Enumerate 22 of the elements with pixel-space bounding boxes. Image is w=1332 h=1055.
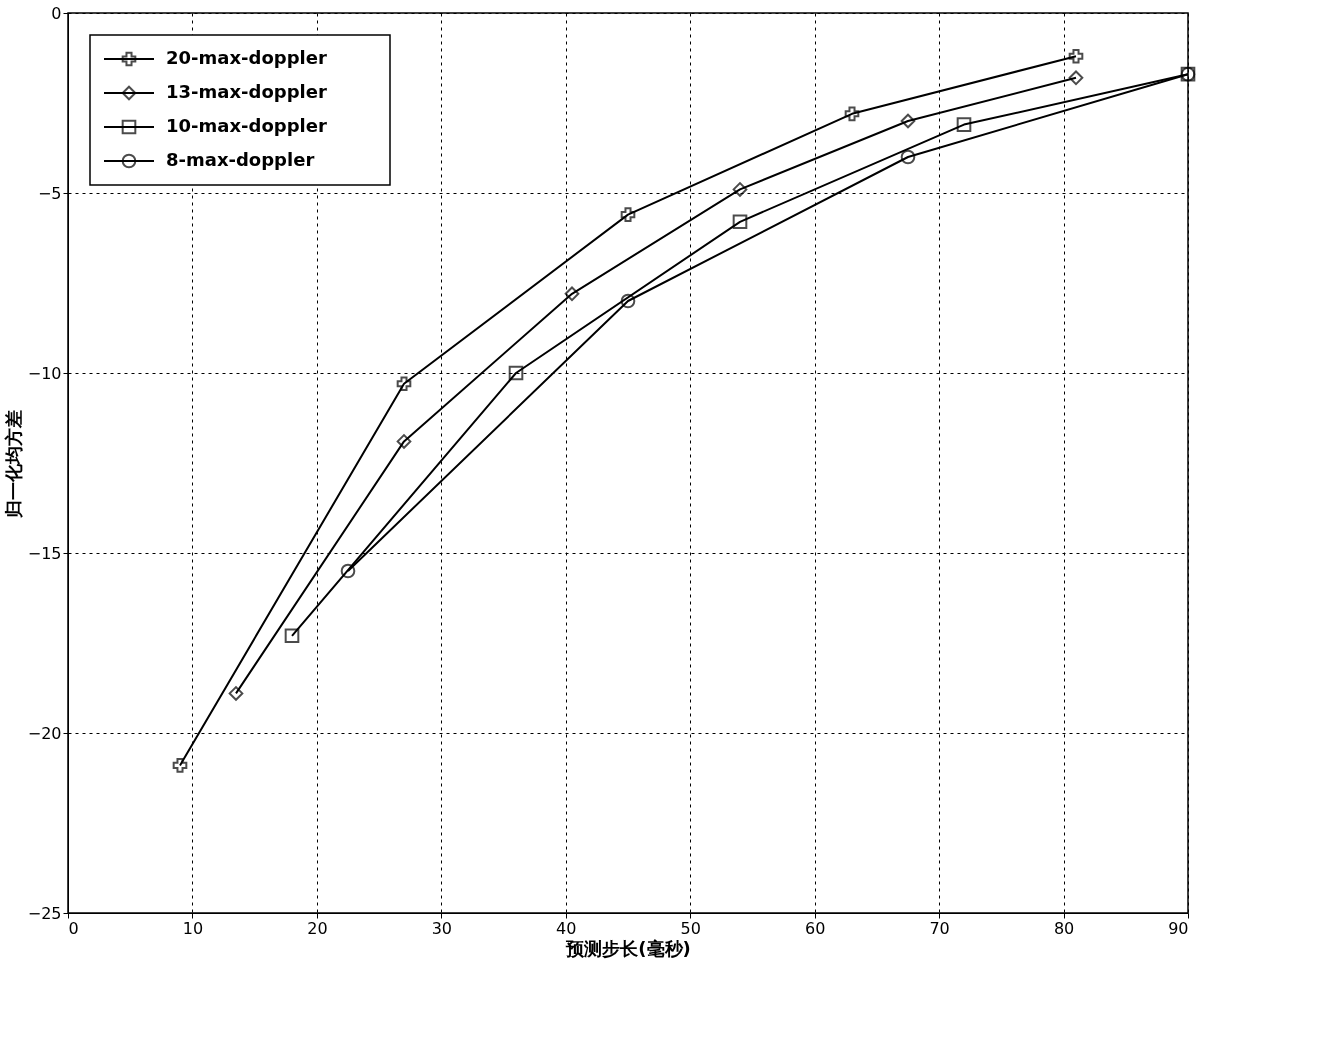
- x-tick-label: 0: [68, 918, 79, 938]
- x-axis-title: 预测步长(毫秒): [565, 937, 691, 959]
- y-tick-label: −15: [27, 543, 62, 563]
- y-tick-label: −10: [27, 363, 62, 383]
- y-tick-label: −25: [27, 903, 62, 923]
- x-tick-label: 80: [1053, 918, 1075, 938]
- y-tick-label: −5: [37, 183, 62, 203]
- legend-label: 20-max-doppler: [166, 47, 327, 68]
- x-tick-label: 50: [680, 918, 701, 938]
- x-tick-label: 20: [307, 918, 328, 938]
- legend-label: 8-max-doppler: [166, 149, 315, 170]
- x-tick-label: 90: [1168, 918, 1189, 938]
- x-tick-label: 30: [431, 918, 453, 938]
- x-tick-label: 10: [182, 918, 204, 938]
- legend-label: 10-max-doppler: [166, 115, 327, 136]
- y-tick-label: −20: [27, 723, 62, 743]
- x-tick-label: 60: [804, 918, 826, 938]
- x-tick-label: 40: [556, 918, 577, 938]
- legend-label: 13-max-doppler: [166, 81, 327, 102]
- y-tick-label: 0: [51, 3, 62, 23]
- y-axis-title: 归一化均方差: [2, 409, 24, 519]
- x-tick-label: 70: [929, 918, 950, 938]
